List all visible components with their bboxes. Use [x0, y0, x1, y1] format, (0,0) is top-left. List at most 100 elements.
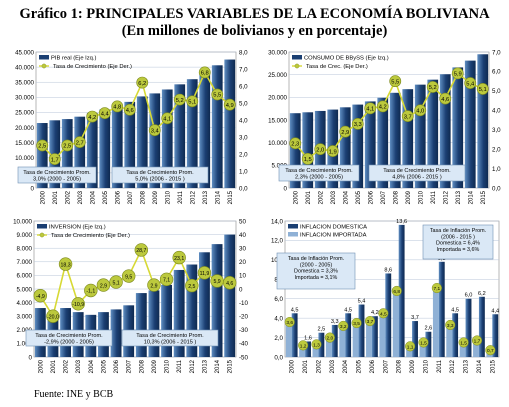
growth-value-label: 5,2 — [176, 98, 184, 104]
x-tick-label: 2000 — [293, 190, 299, 204]
x-tick-label: 2015 — [490, 359, 496, 373]
x-tick-label: 2008 — [397, 359, 403, 373]
imported-value-label: 3,6 — [286, 320, 293, 326]
bar-imported — [352, 323, 359, 357]
x-tick-label: 2000 — [40, 190, 46, 204]
legend-label-imported: INFLACION IMPORTADA — [300, 232, 367, 238]
annotation-line: Domestica = 3,3% — [294, 269, 338, 275]
inflation-chart: 0,02,04,06,08,010,012,014,04,53,620001,6… — [271, 218, 500, 373]
y2-tick-label: 40 — [239, 232, 246, 239]
x-tick-label: 2011 — [437, 359, 443, 373]
domestic-value-label: 4,5 — [344, 307, 352, 313]
growth-marker — [351, 117, 364, 130]
growth-value-label: 9,5 — [125, 274, 132, 280]
growth-marker — [73, 136, 86, 148]
annotation-line: Tasa de Inflación Prom. — [288, 256, 344, 262]
legend-label-line: Tasa de Crecimiento (Eje Der.) — [53, 64, 132, 70]
growth-value-label: 5,2 — [429, 85, 437, 91]
legend-label-bar: CONSUMO DE BBySS (Eje Izq.) — [304, 55, 389, 61]
growth-value-label: 4,6 — [126, 108, 134, 114]
bar-imported — [406, 346, 413, 357]
x-tick-label: 2014 — [468, 190, 474, 204]
y2-tick-label: 10 — [239, 273, 246, 280]
growth-marker — [46, 309, 60, 323]
annotation: Tasa de Crecimiento Prom. 5,0% (2006 - 20… — [126, 170, 194, 183]
growth-value-label: 3,4 — [151, 128, 160, 134]
y-tick-label: 4,0 — [274, 315, 283, 322]
growth-value-label: 5,9 — [454, 72, 462, 78]
annotation-box — [276, 252, 356, 290]
growth-value-label: 7,1 — [163, 278, 170, 284]
x-tick-label: 2011 — [431, 190, 437, 204]
bar-imported — [285, 322, 292, 357]
bar — [61, 119, 73, 188]
y2-tick-label: 20 — [239, 259, 246, 266]
domestic-value-label: 3,7 — [411, 315, 419, 321]
domestic-value-label: 6,0 — [465, 293, 473, 299]
growth-value-label: 3,3 — [354, 122, 362, 128]
x-tick-label: 2007 — [381, 190, 387, 204]
x-tick-label: 2000 — [290, 359, 296, 373]
annotation-box — [368, 164, 466, 182]
growth-marker — [48, 153, 61, 165]
bar-domestic — [331, 324, 338, 357]
y2-tick-label: 3,0 — [239, 134, 248, 141]
growth-value-label: 4,2 — [379, 105, 387, 111]
growth-marker — [96, 278, 111, 292]
growth-value-label: 4,2 — [88, 115, 96, 121]
growth-value-label: 4,1 — [366, 107, 374, 113]
x-tick-label: 2001 — [53, 190, 59, 204]
growth-marker — [401, 110, 414, 123]
domestic-value-label: 4,5 — [291, 307, 299, 313]
x-tick-label: 2005 — [103, 190, 109, 204]
annotation-line: Importada = 3,1% — [295, 275, 338, 281]
bar — [364, 101, 376, 188]
y-tick-label: 45.000 — [15, 49, 34, 56]
bar — [224, 59, 236, 188]
growth-value-label: 5,5 — [213, 93, 221, 99]
y-tick-label: 30.000 — [15, 95, 34, 102]
growth-marker — [84, 283, 98, 298]
bar — [452, 67, 464, 188]
bar — [111, 105, 123, 188]
growth-marker — [134, 243, 149, 257]
growth-value-label: 1,5 — [304, 157, 312, 163]
source-note: Fuente: INE y BCB — [34, 389, 114, 400]
bar — [211, 65, 223, 188]
growth-value-label: 5,1 — [479, 87, 487, 93]
growth-marker — [33, 288, 48, 303]
y-tick-label: 20.000 — [15, 125, 34, 132]
growth-marker — [36, 139, 49, 152]
growth-marker — [223, 98, 236, 111]
y-tick-label: 2.000 — [17, 327, 33, 334]
bar — [211, 244, 223, 357]
growth-marker — [173, 93, 186, 106]
growth-marker — [222, 276, 237, 290]
x-tick-label: 2001 — [303, 359, 309, 373]
imported-value-label: 3,2 — [340, 324, 347, 330]
bar — [174, 84, 186, 188]
growth-value-label: 2,9 — [150, 283, 157, 289]
y2-tick-label: 50 — [239, 218, 246, 225]
x-tick-label: 2006 — [114, 359, 120, 373]
bar — [74, 116, 86, 188]
growth-marker — [439, 92, 452, 105]
imported-value-label: 3,3 — [447, 323, 454, 329]
legend-label-bar: PIB real (Eje Izq.) — [51, 55, 96, 61]
bar — [199, 71, 211, 188]
annotation-line: Tasa de Crecimiento Prom. — [126, 170, 194, 176]
growth-marker — [464, 77, 477, 89]
y2-tick-label: 0,0 — [239, 185, 248, 192]
growth-marker — [326, 145, 339, 157]
x-tick-label: 2008 — [140, 190, 146, 204]
legend-label-domestic: INFLACION DOMESTICA — [300, 224, 367, 230]
y-tick-label: 0 — [29, 354, 33, 361]
x-tick-label: 2015 — [228, 359, 234, 373]
bar-domestic — [371, 316, 378, 357]
growth-marker — [123, 103, 136, 116]
domestic-value-label: 4,4 — [491, 308, 499, 314]
growth-value-label: 4,6 — [226, 281, 233, 287]
imported-marker — [351, 317, 362, 329]
bar-domestic — [465, 298, 472, 357]
growth-marker — [147, 278, 161, 292]
